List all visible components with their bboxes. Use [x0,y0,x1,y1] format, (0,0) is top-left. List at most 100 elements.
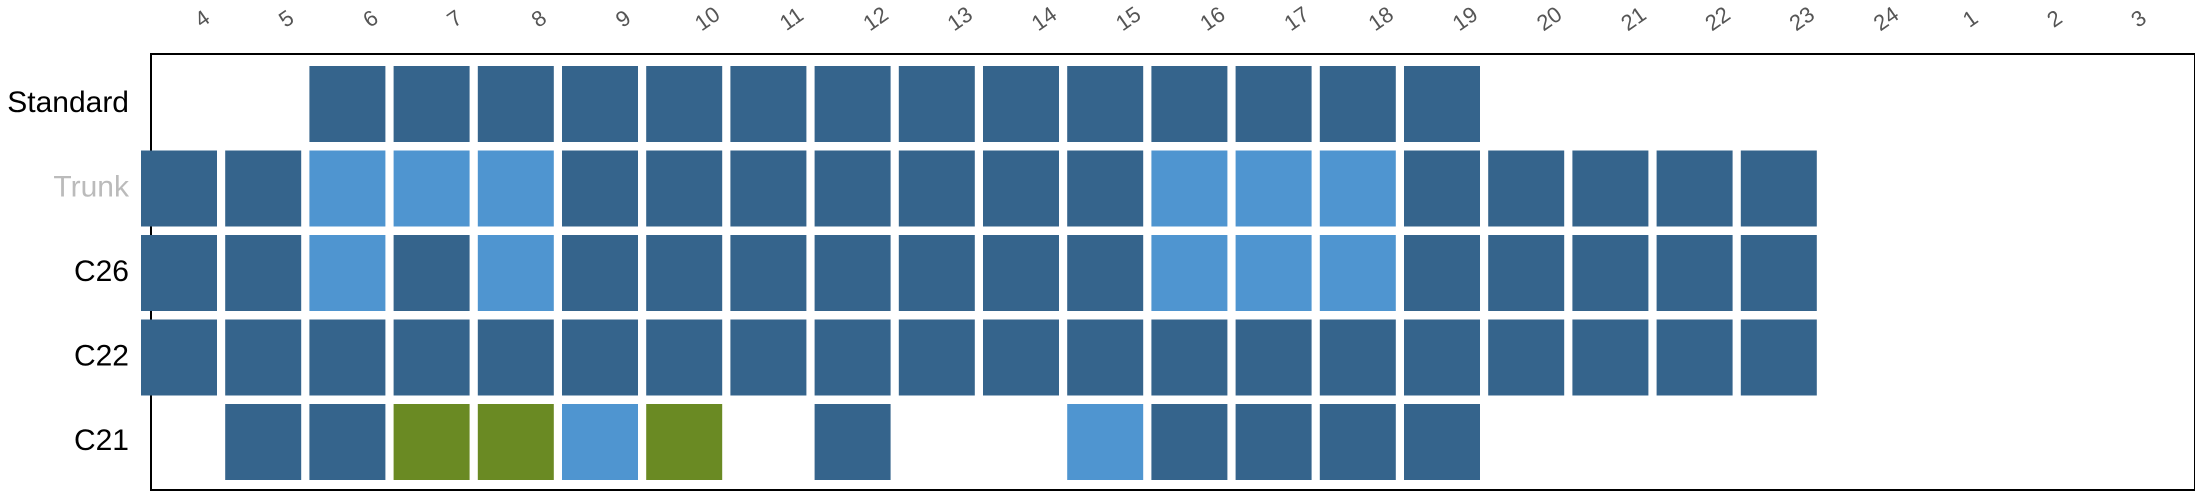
heatmap-cell [1235,235,1312,311]
heatmap-cell [1488,235,1565,311]
heatmap-cell [730,66,807,142]
heatmap-cell [898,319,975,396]
row-labels: Standard Trunk C26 C22 C21 [7,86,130,457]
x-tick-label: 21 [1616,1,1650,36]
heatmap-cell [1235,66,1312,142]
heatmap-cell [309,235,386,311]
heatmap-cell [225,404,302,480]
x-tick-label: 18 [1364,1,1398,36]
heatmap-cell [562,150,638,227]
heatmap-cell [1656,319,1733,396]
x-tick-label: 2 [2042,5,2066,33]
x-tick-label: 8 [527,5,551,33]
x-tick-label: 22 [1700,1,1734,36]
x-tick-label: 13 [943,1,977,36]
heatmap-cell [1067,404,1144,480]
heatmap-cell [983,150,1059,227]
row-label: C22 [74,339,129,372]
heatmap-cell [646,235,723,311]
heatmap-cell [225,319,302,396]
heatmap-cell [814,319,891,396]
heatmap-cell [1404,235,1480,311]
heatmap-cell [1151,319,1228,396]
heatmap-cell [1151,150,1228,227]
heatmap-cell [393,404,470,480]
heatmap-cell [1151,66,1228,142]
heatmap-cell [646,319,723,396]
heatmap-cell [562,319,638,396]
heatmap-cell [898,66,975,142]
heatmap-cell [1656,150,1733,227]
heatmap-cell [225,150,302,227]
heatmap-cell [1488,319,1565,396]
heatmap-cell [1404,404,1480,480]
heatmap-cell [141,319,217,396]
x-tick-label: 20 [1532,1,1566,36]
x-tick-label: 11 [775,2,808,36]
x-tick-label: 4 [190,5,214,33]
x-tick-label: 12 [858,1,892,36]
heatmap-cell [141,150,217,227]
x-tick-label: 17 [1279,1,1313,36]
heatmap-cell [1488,150,1565,227]
x-tick-label: 6 [358,5,382,33]
heatmap-cell [1067,150,1144,227]
heatmap-cell [1740,150,1817,227]
heatmap-cell [309,404,386,480]
heatmap-cell [730,150,807,227]
x-tick-label: 7 [442,5,466,33]
heatmap-cell [1319,235,1396,311]
heatmap-cell [393,319,470,396]
heatmap-cell [393,150,470,227]
heatmap-cell [141,235,217,311]
heatmap-cell [393,66,470,142]
x-tick-label: 16 [1195,1,1229,36]
heatmap-cell [1151,235,1228,311]
heatmap-cell [1404,66,1480,142]
heatmap-cell [1572,319,1649,396]
heatmap-cell [225,235,302,311]
heatmap-cell [1572,235,1649,311]
heatmap-cell [477,235,554,311]
heatmap-cell [1067,319,1144,396]
heatmap-cell [814,66,891,142]
heatmap-cell [1235,150,1312,227]
heatmap-cell [814,150,891,227]
heatmap-cell [1404,150,1480,227]
row-label: Trunk [53,170,130,203]
heatmap-cell [1319,66,1396,142]
heatmap-cell [814,235,891,311]
heatmap-cell [477,66,554,142]
x-tick-label: 9 [611,5,635,33]
heatmap-cell [646,66,723,142]
heatmap-cell [309,150,386,227]
heatmap-cell [477,404,554,480]
heatmap-cell [562,66,638,142]
x-tick-label: 19 [1448,1,1482,36]
heatmap-cell [1572,150,1649,227]
heatmap-cell [730,319,807,396]
heatmap-cell [1319,404,1396,480]
x-tick-label: 14 [1027,1,1061,36]
x-tick-label: 5 [274,5,298,33]
heatmap-cell [730,235,807,311]
heatmap-cell [1319,150,1396,227]
x-tick-label: 23 [1785,1,1819,36]
x-tick-label: 10 [690,1,724,36]
heatmap-cell [898,150,975,227]
heatmap-cell [1740,235,1817,311]
x-tick-label: 1 [1958,5,1982,33]
row-label: Standard [7,86,129,119]
heatmap-cell [1656,235,1733,311]
heatmap-cell [1067,66,1144,142]
heatmap-cell [477,150,554,227]
heatmap-cell [1740,319,1817,396]
heatmap-cell [814,404,891,480]
heatmap-cell [562,235,638,311]
x-tick-label: 3 [2126,5,2150,33]
heatmap-cell [983,66,1059,142]
heatmap-cell [1235,404,1312,480]
heatmap-cell [898,235,975,311]
heatmap-cell [983,235,1059,311]
